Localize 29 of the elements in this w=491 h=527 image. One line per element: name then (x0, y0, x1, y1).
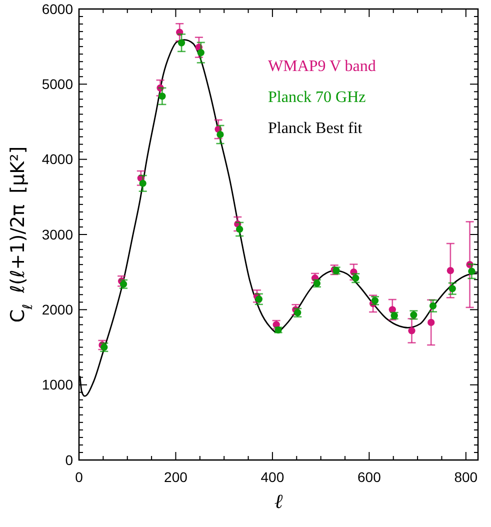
point (448, 285, 456, 292)
point (216, 130, 224, 138)
point (158, 92, 166, 100)
point (429, 302, 437, 310)
point (428, 318, 435, 326)
point (468, 268, 476, 275)
y-tick-label: 3000 (42, 226, 74, 242)
x-tick-label: 400 (260, 469, 284, 485)
point (178, 39, 186, 46)
x-axis-title: ℓ (274, 491, 284, 513)
y-tick-label: 0 (65, 452, 74, 468)
x-tick-label: 600 (358, 469, 382, 485)
x-tick-label: 200 (164, 469, 188, 485)
y-tick-label: 4000 (42, 151, 74, 168)
point (197, 49, 204, 56)
y-tick-label: 6000 (42, 0, 74, 17)
text: WMAP9 V band (268, 58, 376, 75)
point (408, 327, 416, 334)
point (236, 226, 244, 233)
x-tick-label: 0 (75, 469, 84, 485)
y-tick-label: 5000 (42, 76, 74, 92)
point (255, 296, 262, 303)
y-tick-label: 1000 (42, 376, 74, 393)
x-tick-label: 800 (454, 469, 478, 485)
point (446, 267, 454, 274)
point (139, 180, 146, 187)
text: Planck 70 GHz (268, 89, 366, 106)
y-tick-label: 2000 (42, 302, 74, 318)
text: Planck Best fit (268, 120, 363, 137)
